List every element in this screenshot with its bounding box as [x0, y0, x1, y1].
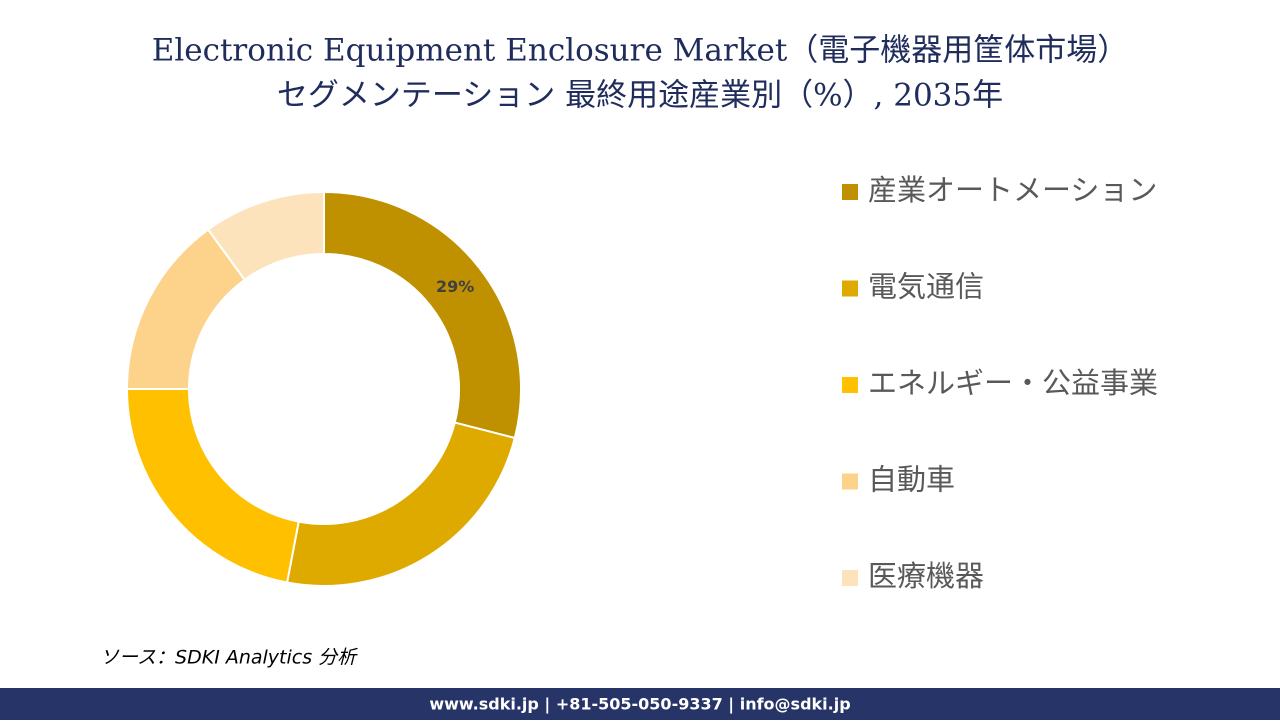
legend-swatch [842, 473, 858, 490]
chart-title: セグメンテーション 最終用途産業別（%）, 2035年 [277, 78, 1003, 114]
legend-label: エネルギー・公益事業 [868, 366, 1158, 400]
legend-swatch [842, 570, 858, 586]
legend-label: 自動車 [868, 463, 955, 497]
legend-label: 産業オートメーション [868, 173, 1157, 207]
legend-label: 電気通信 [868, 270, 984, 304]
legend-label: 医療機器 [868, 559, 984, 593]
legend-swatch [842, 377, 858, 393]
donut-segment [285, 421, 517, 587]
footer-contact: www.sdki.jp | +81-505-050-9337 | info@sd… [429, 695, 850, 715]
chart-title: Electronic Equipment Enclosure Market（電子… [152, 33, 1129, 69]
data-label: 29% [436, 277, 474, 296]
donut-segment [125, 388, 300, 584]
donut-segment [206, 190, 325, 282]
legend-swatch [842, 280, 858, 297]
donut-segment [323, 190, 522, 440]
legend-swatch [842, 184, 858, 200]
footer-bar [0, 688, 1280, 720]
source-note: ソース：SDKI Analytics 分析 [100, 647, 358, 669]
